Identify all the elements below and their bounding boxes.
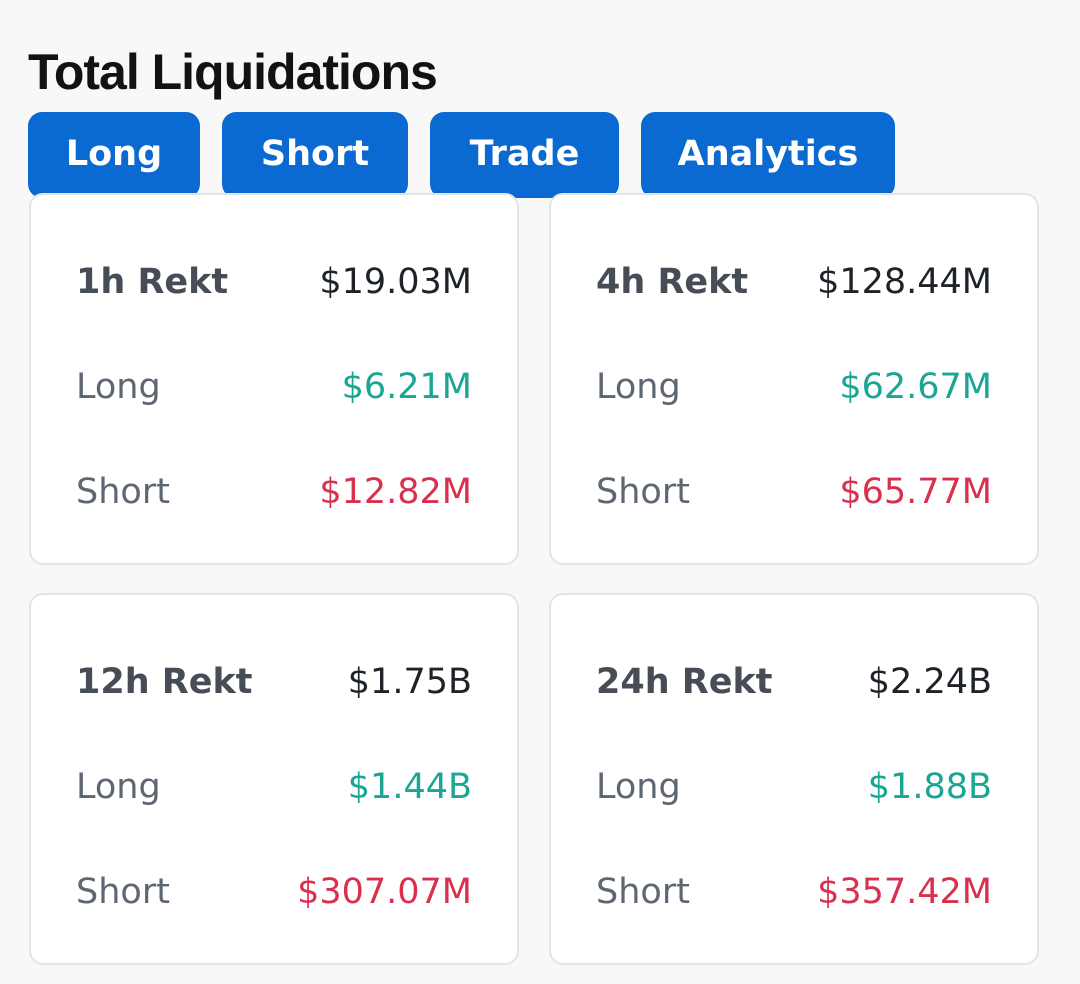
short-value: $307.07M	[297, 872, 472, 912]
tab-short[interactable]: Short	[222, 112, 408, 198]
liquidation-card-1h: 1h Rekt $19.03M Long $6.21M Short $12.82…	[29, 193, 519, 565]
long-row: Long $62.67M	[596, 370, 992, 405]
liquidation-card-4h: 4h Rekt $128.44M Long $62.67M Short $65.…	[549, 193, 1039, 565]
tab-analytics[interactable]: Analytics	[641, 112, 895, 198]
period-label: 12h Rekt	[76, 662, 253, 702]
long-label: Long	[596, 767, 681, 807]
long-value: $6.21M	[341, 367, 472, 407]
card-header-row: 12h Rekt $1.75B	[76, 665, 472, 700]
liquidation-card-24h: 24h Rekt $2.24B Long $1.88B Short $357.4…	[549, 593, 1039, 965]
long-row: Long $1.88B	[596, 770, 992, 805]
short-label: Short	[76, 472, 170, 512]
card-header-row: 1h Rekt $19.03M	[76, 265, 472, 300]
tab-long[interactable]: Long	[28, 112, 200, 198]
short-row: Short $65.77M	[596, 475, 992, 510]
short-value: $65.77M	[839, 472, 992, 512]
short-row: Short $357.42M	[596, 875, 992, 910]
short-row: Short $307.07M	[76, 875, 472, 910]
short-value: $12.82M	[319, 472, 472, 512]
page-title: Total Liquidations	[28, 44, 438, 100]
tab-trade[interactable]: Trade	[430, 112, 619, 198]
short-row: Short $12.82M	[76, 475, 472, 510]
long-row: Long $1.44B	[76, 770, 472, 805]
long-value: $1.44B	[347, 767, 472, 807]
long-label: Long	[596, 367, 681, 407]
long-label: Long	[76, 767, 161, 807]
period-label: 1h Rekt	[76, 262, 229, 302]
total-value: $19.03M	[319, 262, 472, 302]
short-value: $357.42M	[817, 872, 992, 912]
total-value: $1.75B	[347, 662, 472, 702]
liquidation-card-12h: 12h Rekt $1.75B Long $1.44B Short $307.0…	[29, 593, 519, 965]
card-header-row: 4h Rekt $128.44M	[596, 265, 992, 300]
long-value: $62.67M	[839, 367, 992, 407]
card-header-row: 24h Rekt $2.24B	[596, 665, 992, 700]
total-value: $2.24B	[867, 662, 992, 702]
long-row: Long $6.21M	[76, 370, 472, 405]
short-label: Short	[596, 872, 690, 912]
long-value: $1.88B	[867, 767, 992, 807]
total-value: $128.44M	[817, 262, 992, 302]
short-label: Short	[76, 872, 170, 912]
period-label: 4h Rekt	[596, 262, 749, 302]
period-label: 24h Rekt	[596, 662, 773, 702]
long-label: Long	[76, 367, 161, 407]
short-label: Short	[596, 472, 690, 512]
